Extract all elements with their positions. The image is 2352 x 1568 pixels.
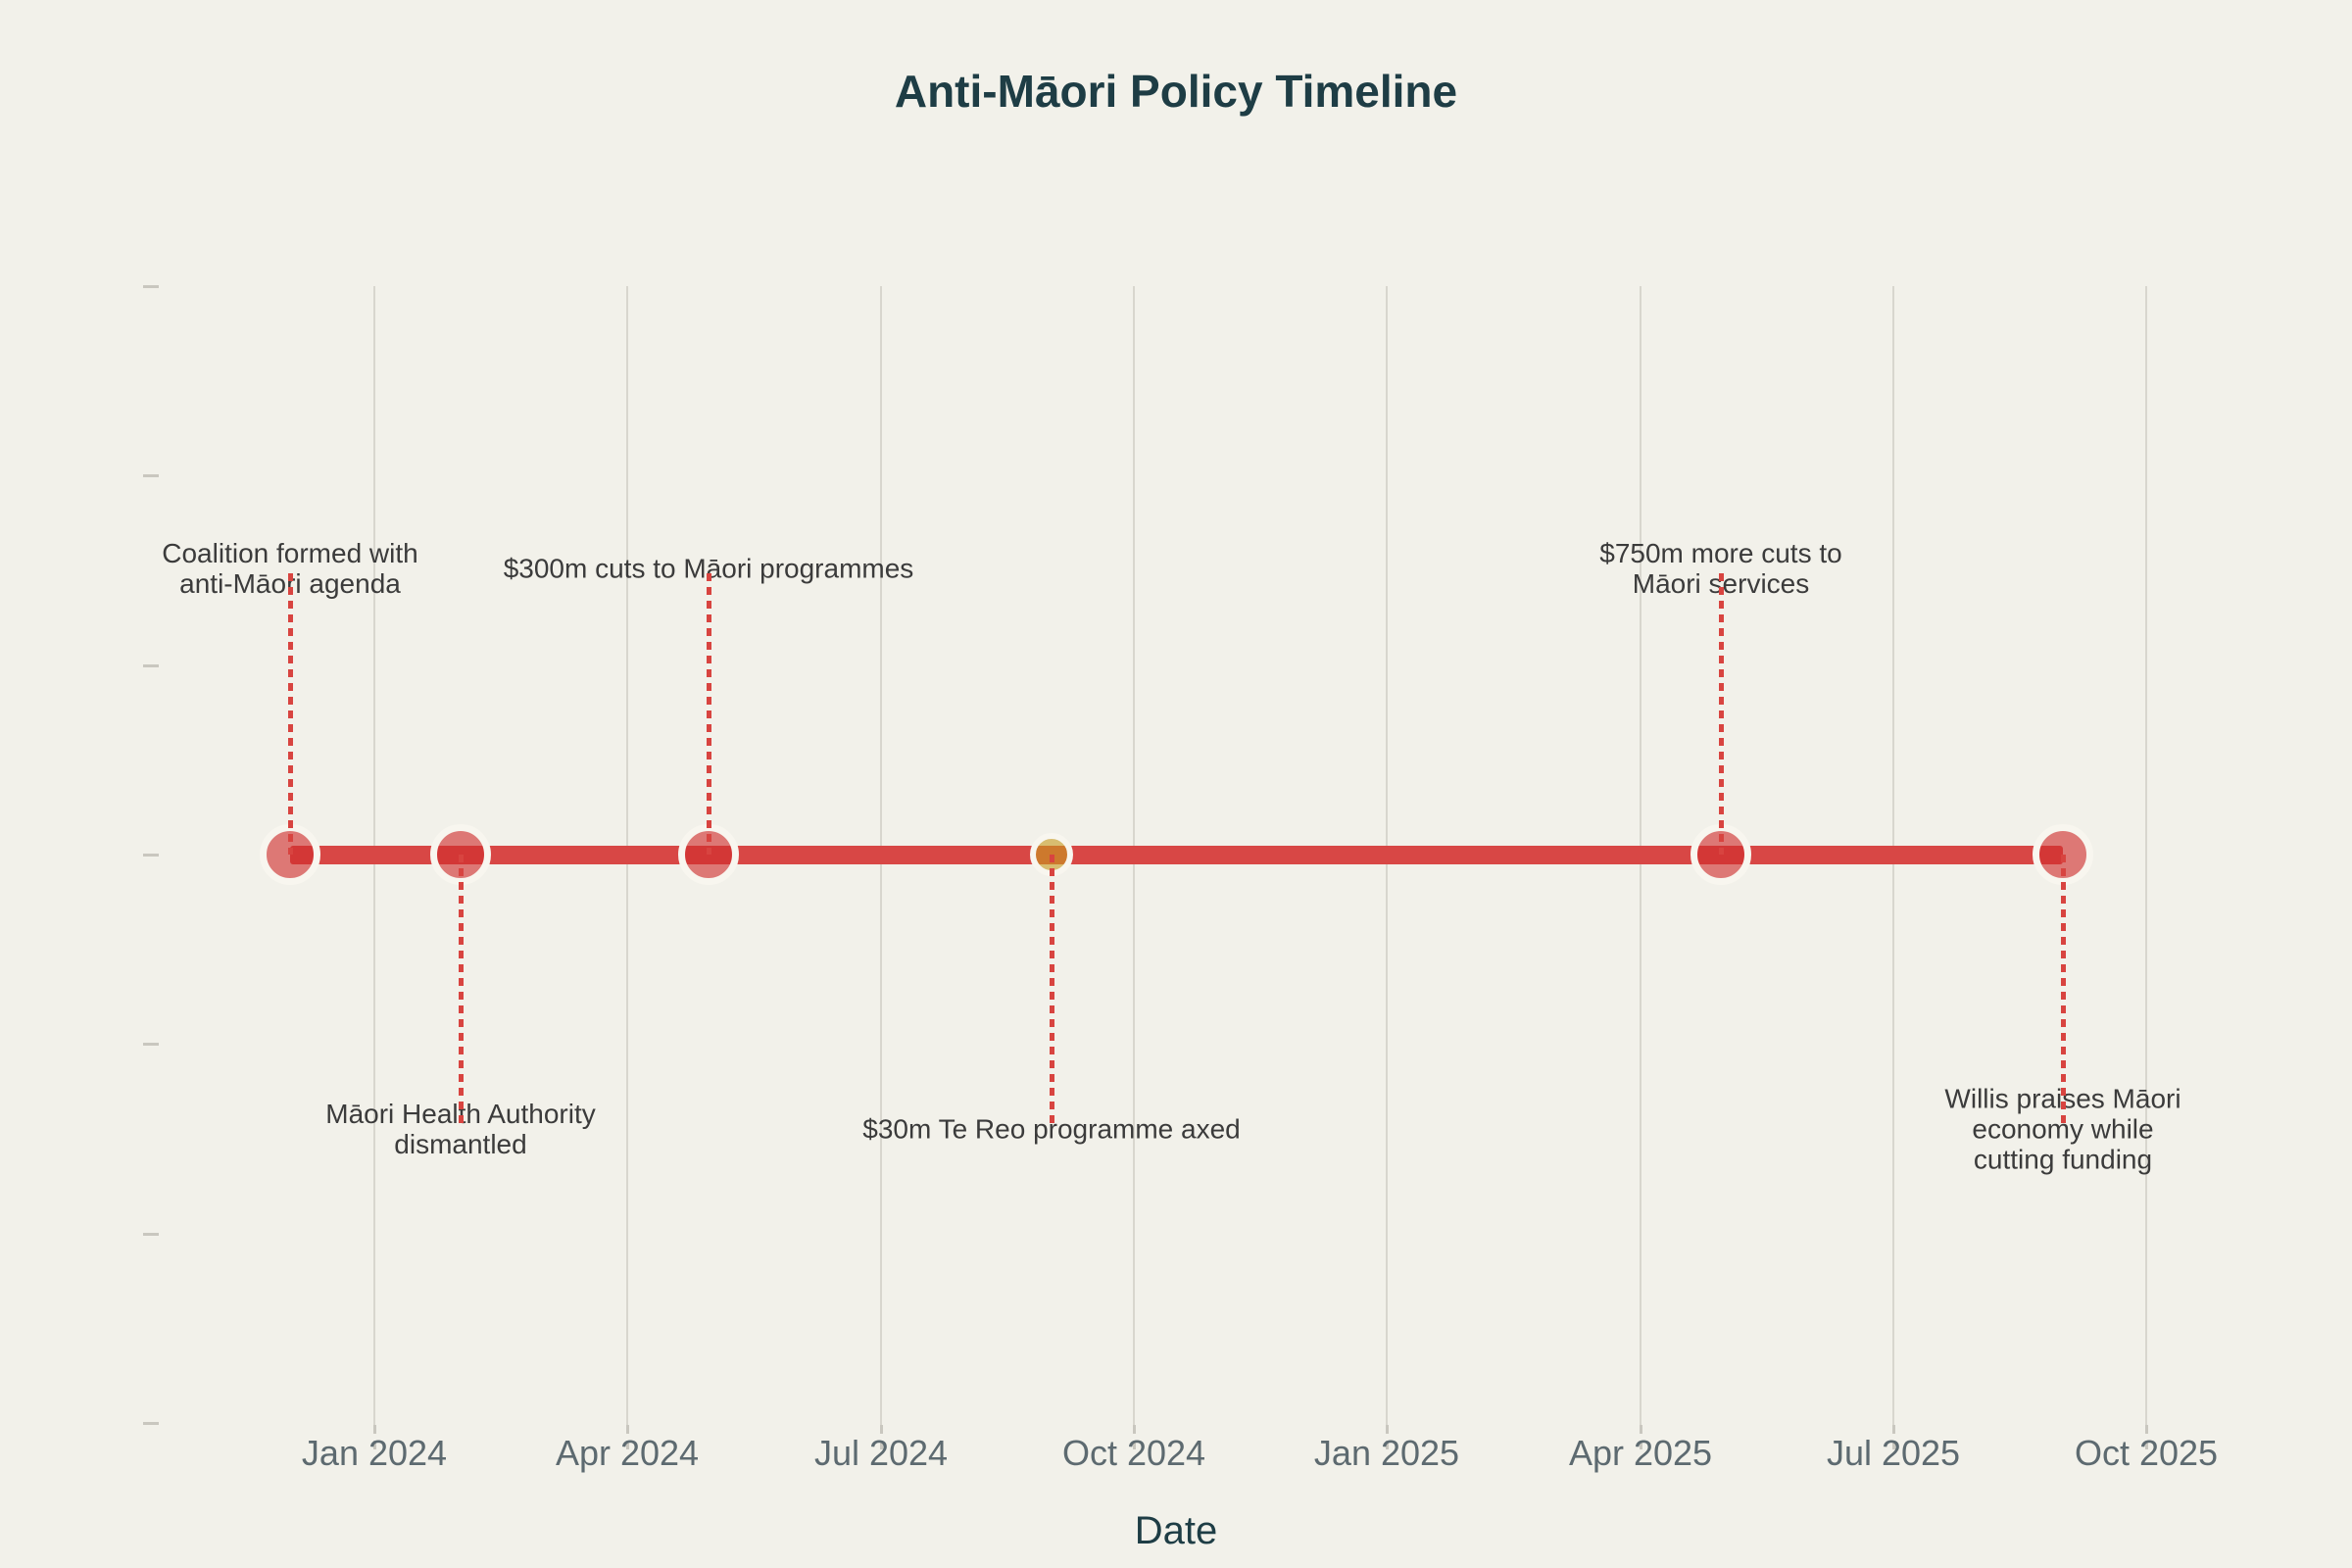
x-tick-label: Oct 2025: [2074, 1433, 2219, 1473]
y-axis-tick: [143, 474, 159, 477]
x-axis-tick: [1386, 1425, 1389, 1452]
event-marker: [678, 824, 739, 885]
x-tick-label: Jan 2025: [1313, 1433, 1460, 1473]
event-connector: [459, 855, 464, 1127]
event-connector: [707, 573, 711, 855]
timeline-line: [290, 846, 2063, 864]
y-axis-tick: [143, 664, 159, 667]
y-axis-tick: [143, 1422, 159, 1425]
x-axis-tick: [880, 1425, 883, 1452]
event-connector: [1050, 855, 1054, 1127]
x-axis-tick: [2145, 1425, 2148, 1452]
chart-title: Anti-Māori Policy Timeline: [894, 66, 1458, 117]
x-axis-tick: [1640, 1425, 1642, 1452]
y-axis-tick: [143, 1043, 159, 1046]
x-axis-tick: [626, 1425, 629, 1452]
x-axis-tick: [1892, 1425, 1895, 1452]
y-axis-tick: [143, 854, 159, 857]
y-axis-tick: [143, 285, 159, 288]
x-tick-label: Jan 2024: [301, 1433, 448, 1473]
gridline: [2145, 286, 2147, 1425]
x-axis-tick: [373, 1425, 376, 1452]
y-axis-tick: [143, 1233, 159, 1236]
x-tick-label: Jul 2025: [1826, 1433, 1961, 1473]
x-tick-label: Jul 2024: [813, 1433, 949, 1473]
x-tick-label: Apr 2025: [1568, 1433, 1713, 1473]
event-connector: [1719, 573, 1724, 855]
x-axis-tick: [1133, 1425, 1136, 1452]
x-axis-title: Date: [1134, 1509, 1218, 1552]
x-tick-label: Apr 2024: [555, 1433, 700, 1473]
x-tick-label: Oct 2024: [1061, 1433, 1206, 1473]
event-connector: [288, 573, 293, 855]
event-connector: [2061, 855, 2066, 1127]
